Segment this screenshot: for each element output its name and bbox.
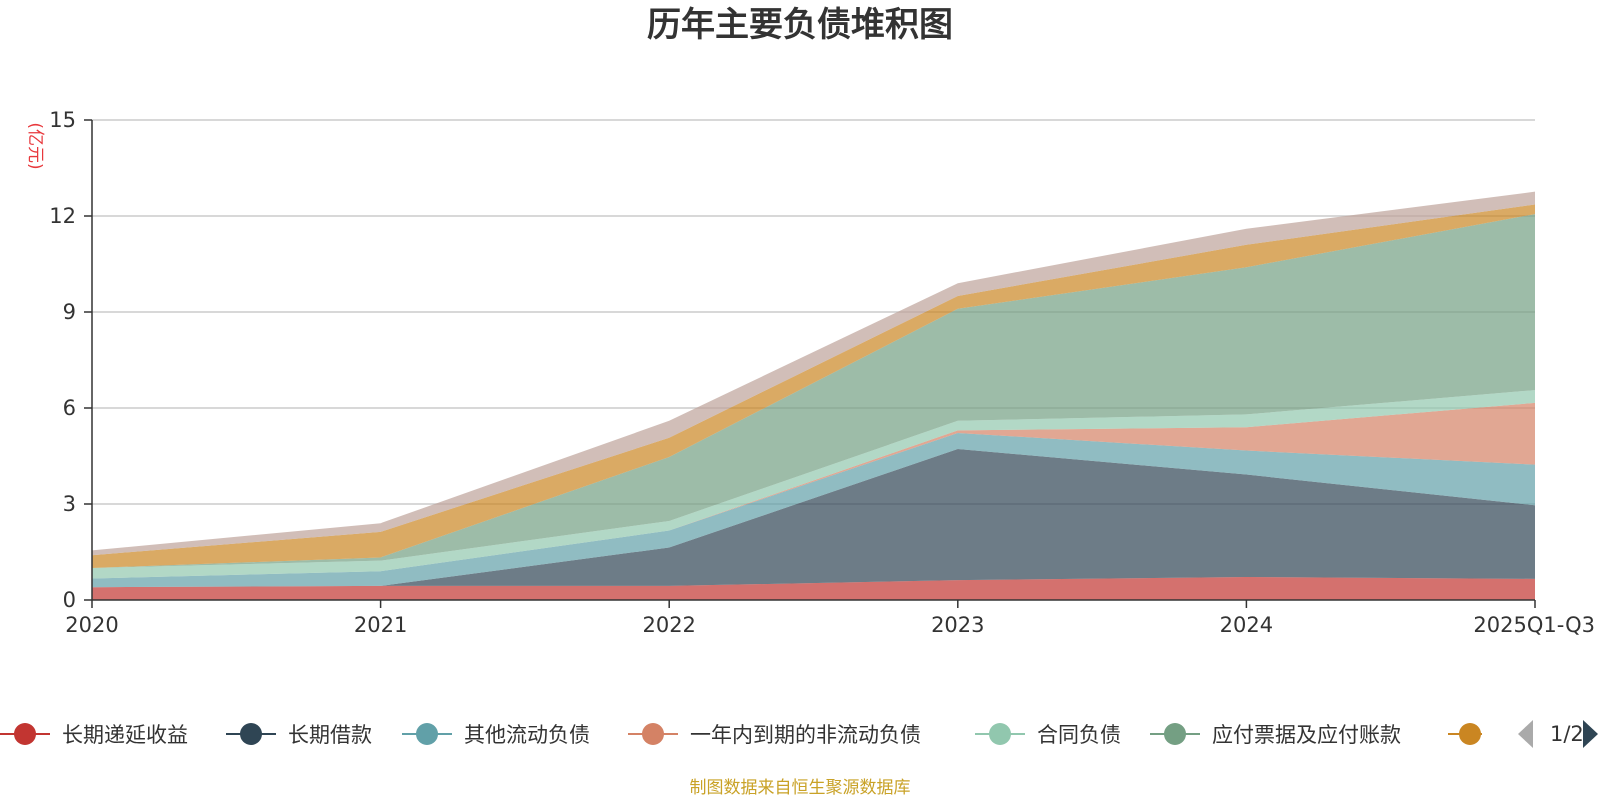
y-tick-label: 0 [63, 588, 76, 612]
legend-label: 合同负债 [1037, 723, 1121, 747]
chart-title: 历年主要负债堆积图 [647, 5, 953, 45]
legend-label: 其他流动负债 [464, 723, 590, 747]
legend-label: 长期借款 [288, 723, 372, 747]
legend-label: 长期递延收益 [62, 723, 188, 747]
legend-item-5[interactable]: 应付票据及应付账款 [1150, 723, 1401, 747]
area-series-1 [92, 448, 1535, 588]
x-tick-label: 2025Q1-Q3 [1473, 613, 1595, 637]
axes [91, 120, 1535, 601]
legend-item-1[interactable]: 长期借款 [226, 723, 372, 747]
legend-label: 应付票据及应付账款 [1212, 723, 1401, 747]
area-series-5 [92, 214, 1535, 568]
y-tick-label: 15 [49, 108, 76, 132]
legend-item-6[interactable] [1448, 723, 1482, 745]
legend-prev-page-icon[interactable] [1518, 720, 1533, 748]
legend: 长期递延收益 长期借款 其他流动负债 一年内到期的非流动负债 合同负债 应付票据及应付账款… [0, 720, 1598, 748]
y-tick-label: 3 [63, 492, 76, 516]
y-tick-label: 9 [63, 300, 76, 324]
legend-page-indicator: 1/2 [1550, 722, 1584, 746]
y-tick-labels: 0 3 6 9 12 15 [49, 108, 76, 612]
y-axis-unit-label: (亿元) [25, 122, 45, 169]
legend-item-2[interactable]: 其他流动负债 [402, 723, 590, 747]
x-tick-label: 2021 [354, 613, 407, 637]
area-series-4 [92, 390, 1535, 579]
x-tick-labels: 2020 2021 2022 2023 2024 2025Q1-Q3 [65, 600, 1595, 637]
x-tick-label: 2020 [65, 613, 118, 637]
legend-marker [1459, 723, 1481, 745]
legend-label: 一年内到期的非流动负债 [690, 723, 921, 747]
legend-marker [14, 723, 36, 745]
legend-marker [642, 723, 664, 745]
legend-marker [989, 723, 1011, 745]
x-tick-label: 2023 [931, 613, 984, 637]
legend-marker [240, 723, 262, 745]
data-source-footer: 制图数据来自恒生聚源数据库 [690, 778, 911, 798]
area-series-3 [92, 402, 1535, 579]
y-tick-label: 6 [63, 396, 76, 420]
area-series-group [92, 191, 1535, 600]
legend-marker [1164, 723, 1186, 745]
legend-marker [416, 723, 438, 745]
x-tick-label: 2022 [642, 613, 695, 637]
x-tick-label: 2024 [1220, 613, 1273, 637]
legend-item-3[interactable]: 一年内到期的非流动负债 [628, 723, 921, 747]
legend-item-4[interactable]: 合同负债 [975, 723, 1121, 747]
legend-next-page-icon[interactable] [1583, 720, 1598, 748]
area-series-0 [92, 576, 1535, 600]
legend-item-0[interactable]: 长期递延收益 [0, 723, 188, 747]
y-tick-label: 12 [49, 204, 76, 228]
